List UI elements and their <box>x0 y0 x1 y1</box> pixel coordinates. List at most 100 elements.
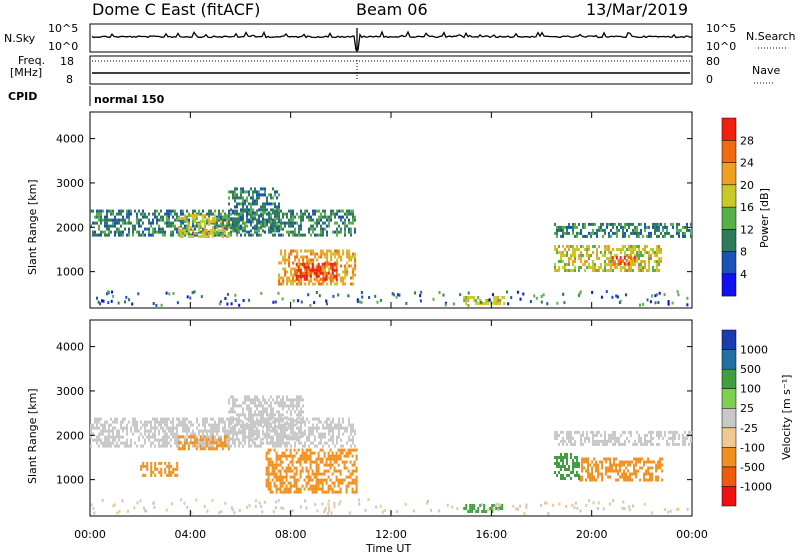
data-cell <box>327 511 329 515</box>
data-cell <box>290 252 293 256</box>
data-cell <box>344 282 347 286</box>
data-cell <box>154 230 156 234</box>
data-cell <box>191 229 194 232</box>
data-cell <box>256 202 258 206</box>
data-cell <box>184 435 186 439</box>
colorbar-segment <box>721 447 737 468</box>
data-cell <box>330 255 333 259</box>
data-cell <box>118 509 121 513</box>
data-cell <box>282 212 284 216</box>
data-cell <box>290 437 292 441</box>
data-cell <box>609 475 612 479</box>
data-cell <box>572 459 574 462</box>
data-cell <box>350 432 352 436</box>
data-cell <box>112 420 114 424</box>
data-cell <box>281 460 284 464</box>
data-cell <box>604 269 606 272</box>
data-cell <box>196 444 198 448</box>
data-cell <box>256 407 258 411</box>
data-cell <box>203 232 206 235</box>
data-cell <box>619 262 622 266</box>
data-cell <box>286 279 289 283</box>
data-cell <box>250 208 252 212</box>
data-cell <box>348 264 351 268</box>
data-cell <box>153 505 156 509</box>
data-cell <box>274 205 276 209</box>
data-cell <box>611 463 614 467</box>
data-cell <box>177 229 180 232</box>
data-cell <box>98 435 100 439</box>
data-cell <box>256 413 258 417</box>
data-cell <box>198 209 200 213</box>
data-cell <box>649 466 652 470</box>
data-cell <box>168 215 170 219</box>
data-cell <box>669 509 672 513</box>
data-cell <box>240 425 242 429</box>
data-cell <box>634 225 636 229</box>
data-cell <box>176 461 179 465</box>
data-cell <box>330 249 333 253</box>
data-cell <box>576 462 578 465</box>
data-cell <box>294 431 296 435</box>
data-cell <box>638 245 640 248</box>
data-cell <box>219 220 222 223</box>
data-cell <box>487 299 490 302</box>
data-cell <box>614 442 616 446</box>
data-cell <box>279 460 282 464</box>
data-cell <box>144 233 146 237</box>
data-cell <box>156 218 158 222</box>
data-cell <box>556 459 558 462</box>
data-cell <box>682 442 684 446</box>
data-cell <box>184 417 186 421</box>
data-cell <box>250 223 252 227</box>
data-cell <box>313 451 316 455</box>
data-cell <box>204 423 206 427</box>
data-cell <box>338 273 341 277</box>
data-cell <box>608 439 610 443</box>
data-cell <box>234 401 236 405</box>
data-cell <box>337 469 340 473</box>
data-cell <box>631 478 634 482</box>
data-cell <box>130 209 132 213</box>
data-cell <box>329 448 332 452</box>
x-tick-label: 00:00 <box>676 528 708 541</box>
data-cell <box>284 270 287 274</box>
data-cell <box>483 510 486 513</box>
data-cell <box>325 463 328 467</box>
data-cell <box>209 447 212 451</box>
data-cell <box>126 426 128 430</box>
data-cell <box>154 227 156 231</box>
data-cell <box>225 235 228 238</box>
data-cell <box>332 294 335 298</box>
data-cell <box>202 423 204 427</box>
data-cell <box>333 502 336 505</box>
data-cell <box>122 417 124 421</box>
data-cell <box>341 478 344 482</box>
data-cell <box>572 222 574 226</box>
data-cell <box>295 484 298 488</box>
data-cell <box>104 429 106 433</box>
data-cell <box>556 225 558 229</box>
data-cell <box>376 300 379 304</box>
nsky-label: N.Sky <box>4 32 36 45</box>
data-cell <box>622 245 624 248</box>
data-cell <box>216 423 218 427</box>
data-cell <box>619 475 622 479</box>
data-cell <box>197 223 200 226</box>
data-cell <box>228 202 230 206</box>
data-cell <box>290 209 292 213</box>
data-cell <box>156 215 158 219</box>
data-cell <box>576 248 578 251</box>
data-cell <box>198 432 200 436</box>
data-cell <box>619 466 622 470</box>
data-cell <box>598 269 600 272</box>
data-cell <box>279 481 282 485</box>
data-cell <box>312 224 314 228</box>
data-cell <box>609 460 612 464</box>
data-cell <box>330 429 332 433</box>
data-cell <box>276 214 278 218</box>
data-cell <box>179 217 182 220</box>
data-cell <box>126 423 128 427</box>
data-cell <box>226 417 228 421</box>
data-cell <box>274 209 276 213</box>
